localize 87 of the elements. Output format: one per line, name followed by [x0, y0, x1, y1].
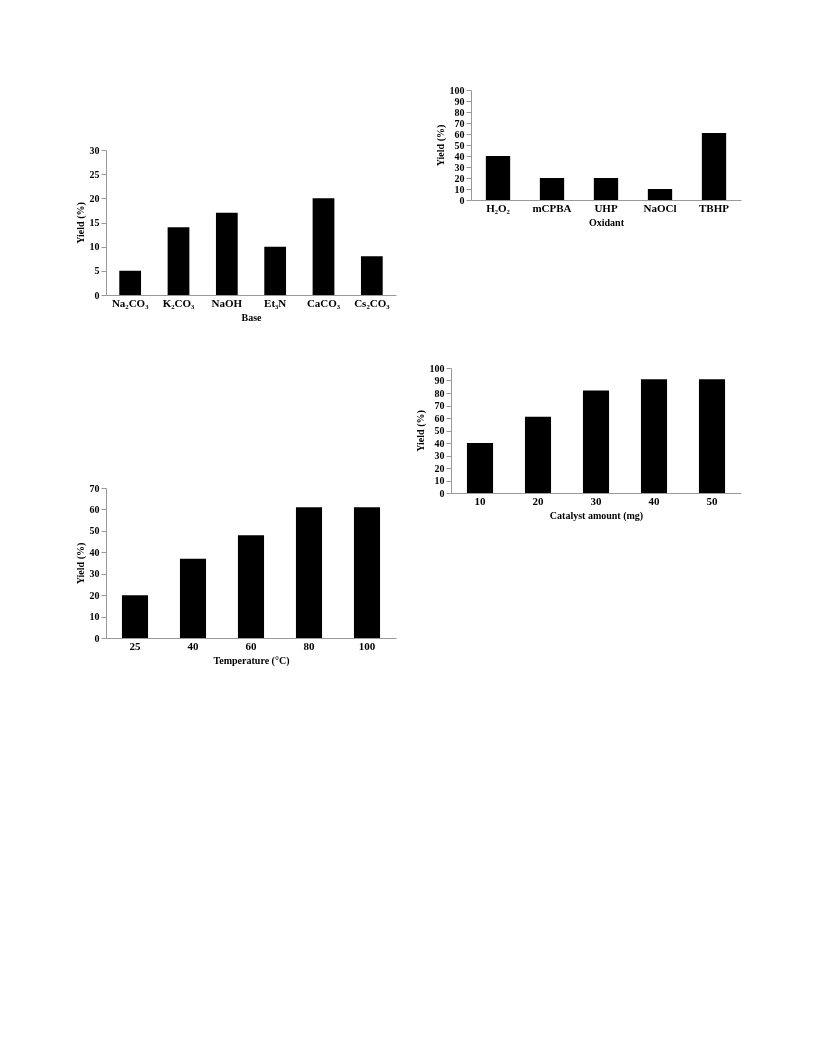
y-tick-label: 20 — [89, 589, 100, 601]
y-tick-label: 0 — [94, 289, 100, 301]
bar — [524, 416, 552, 493]
y-tick-label: 30 — [89, 144, 100, 156]
bar — [593, 178, 619, 200]
x-tick-label: 25 — [129, 639, 141, 652]
y-axis-title: Yield (%) — [74, 542, 87, 585]
y-tick-label: 0 — [439, 487, 445, 499]
x-axis-title: Base — [241, 311, 263, 323]
bar — [701, 132, 727, 200]
bar — [312, 198, 335, 295]
bar — [698, 379, 726, 493]
x-tick-label: H₂O₂ — [486, 201, 511, 214]
x-tick-label: 10 — [474, 494, 486, 507]
y-tick-label: 80 — [454, 106, 465, 118]
y-tick-label: 10 — [434, 475, 445, 486]
x-tick-label: Na₂CO₃ — [111, 296, 150, 309]
y-tick-label: 40 — [434, 437, 445, 449]
bar — [237, 535, 265, 638]
x-tick-label: K₂CO₃ — [162, 296, 196, 309]
y-tick-label: 100 — [449, 84, 465, 96]
x-axis-title: Oxidant — [588, 216, 625, 228]
y-tick-label: 25 — [89, 168, 100, 180]
y-tick-label: 90 — [434, 375, 445, 386]
y-tick-label: 0 — [459, 194, 465, 206]
y-tick-label: 70 — [89, 482, 100, 494]
y-axis-title: Yield (%) — [434, 124, 447, 167]
y-tick-label: 50 — [89, 525, 100, 537]
y-tick-label: 30 — [434, 450, 445, 461]
y-tick-label: 60 — [434, 412, 445, 424]
bar — [167, 227, 190, 295]
x-tick-label: 50 — [706, 494, 718, 507]
y-tick-label: 30 — [454, 161, 465, 173]
bar — [640, 379, 668, 493]
y-tick-label: 90 — [454, 95, 465, 107]
y-tick-label: 10 — [89, 611, 100, 623]
x-axis-title: Temperature (°C) — [213, 654, 290, 667]
x-tick-label: 40 — [648, 494, 660, 507]
bar — [539, 178, 565, 200]
y-tick-label: 40 — [89, 546, 100, 558]
x-tick-label: Cs₂CO₃ — [354, 296, 391, 309]
x-tick-label: UHP — [594, 201, 618, 214]
y-tick-label: 20 — [434, 462, 445, 474]
bar — [119, 270, 142, 295]
y-tick-label: 15 — [89, 217, 100, 228]
bar — [647, 189, 673, 200]
bar — [179, 558, 207, 638]
x-axis-title: Catalyst amount (mg) — [549, 509, 644, 522]
y-tick-label: 5 — [94, 265, 100, 277]
bar — [264, 246, 287, 295]
y-tick-label: 70 — [454, 117, 465, 129]
x-tick-label: 100 — [358, 639, 376, 652]
x-tick-label: TBHP — [699, 201, 730, 214]
y-tick-label: 10 — [454, 183, 465, 195]
x-tick-label: Et₃N — [264, 296, 287, 309]
y-tick-label: 80 — [434, 387, 445, 399]
y-tick-label: 60 — [89, 503, 100, 515]
bar — [466, 443, 494, 493]
y-axis-title: Yield (%) — [74, 202, 87, 244]
y-tick-label: 20 — [454, 172, 465, 184]
bar — [353, 507, 381, 638]
x-tick-label: 60 — [245, 639, 257, 652]
y-axis-title: Yield (%) — [414, 410, 427, 452]
y-tick-label: 50 — [434, 425, 445, 436]
x-tick-label: mCPBA — [532, 201, 572, 214]
bar — [295, 507, 323, 638]
x-tick-label: 80 — [303, 639, 315, 652]
x-tick-label: NaOCl — [643, 201, 677, 214]
y-tick-label: 30 — [89, 568, 100, 580]
x-tick-label: 30 — [590, 494, 602, 507]
y-tick-label: 100 — [429, 362, 445, 374]
bar — [215, 212, 238, 295]
x-tick-label: 40 — [187, 639, 199, 652]
x-tick-label: NaOH — [211, 296, 243, 309]
y-tick-label: 40 — [454, 150, 465, 162]
y-tick-label: 60 — [454, 128, 465, 140]
bar — [121, 595, 149, 638]
y-tick-label: 70 — [434, 400, 445, 411]
y-tick-label: 20 — [89, 192, 100, 204]
x-tick-label: 20 — [532, 494, 544, 507]
y-tick-label: 50 — [454, 139, 465, 151]
x-tick-label: CaCO₃ — [306, 296, 341, 309]
y-tick-label: 10 — [89, 241, 100, 253]
y-tick-label: 0 — [94, 632, 100, 644]
bar — [485, 156, 511, 200]
bar — [360, 256, 383, 295]
bar — [582, 390, 610, 493]
